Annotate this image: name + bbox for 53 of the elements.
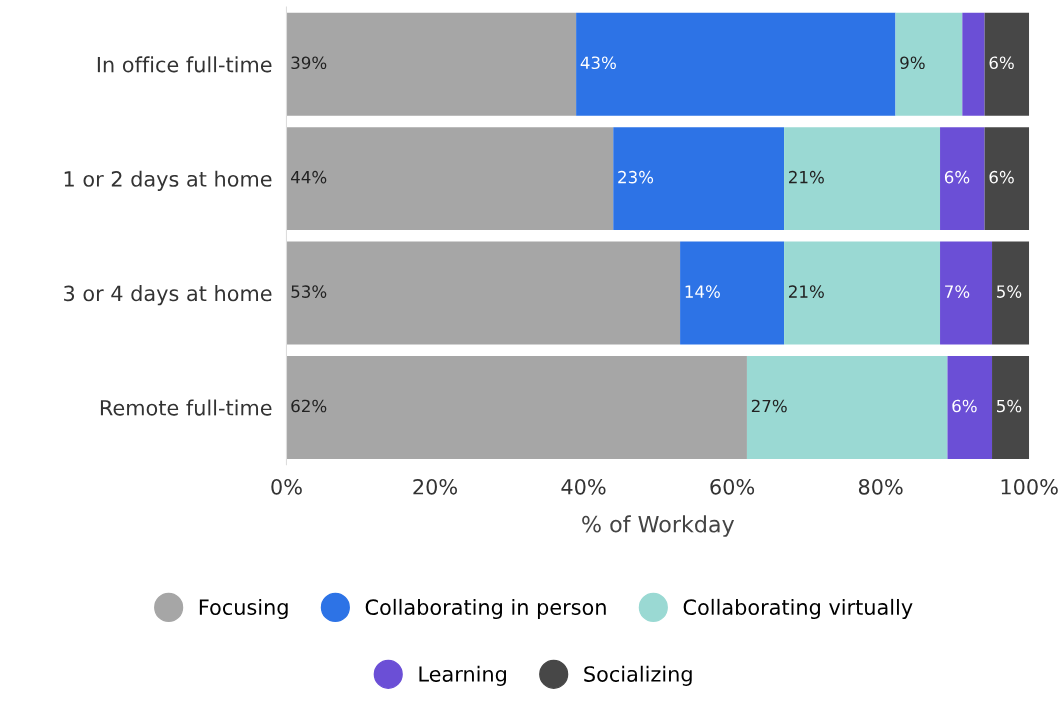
x-axis-title: % of Workday <box>582 515 735 537</box>
x-tick-label: 40% <box>561 478 606 495</box>
bar <box>984 127 1030 231</box>
bar <box>286 127 614 231</box>
legend-label: Focusing <box>199 598 288 620</box>
y-tick-label: Remote full-time <box>100 399 272 416</box>
x-tick-label: 20% <box>413 478 458 495</box>
data-label: 43% <box>580 56 616 70</box>
y-tick-label: In office full-time <box>97 56 272 73</box>
bar <box>576 12 896 116</box>
data-label: 6% <box>952 399 977 413</box>
bar <box>895 12 963 116</box>
data-label: 39% <box>291 56 327 70</box>
x-tick-label: 60% <box>710 478 755 495</box>
data-label: 27% <box>751 399 787 413</box>
y-tick-label: 3 or 4 days at home <box>64 285 272 306</box>
data-label: 44% <box>291 170 327 184</box>
data-label: 62% <box>291 399 327 413</box>
x-tick-label: 80% <box>858 478 903 495</box>
bar <box>784 241 941 345</box>
bar <box>784 127 941 231</box>
legend-label: Socializing <box>584 665 692 686</box>
data-label: 21% <box>789 170 824 184</box>
bar <box>984 12 1030 116</box>
data-label: 6% <box>989 170 1014 184</box>
x-tick-label: 100% <box>1001 478 1058 495</box>
data-label: 23% <box>618 170 654 184</box>
data-label: 6% <box>944 170 970 184</box>
data-label: 14% <box>685 285 720 298</box>
legend-label: Collaborating virtually <box>683 598 913 620</box>
bar <box>680 241 785 345</box>
data-label: 9% <box>900 56 925 70</box>
bar <box>992 241 1030 345</box>
bar <box>940 127 985 231</box>
data-label: 21% <box>789 285 824 298</box>
bar <box>947 355 993 459</box>
data-label: 53% <box>291 285 327 298</box>
x-tick-label: 0% <box>271 478 302 495</box>
bar <box>286 355 747 459</box>
bar <box>613 127 785 231</box>
data-label: 7% <box>945 285 970 298</box>
legend-label: Learning <box>419 665 506 686</box>
data-label: 5% <box>997 285 1022 298</box>
data-label: 6% <box>989 56 1014 70</box>
bar <box>746 355 948 459</box>
bar <box>286 12 577 116</box>
data-label: 5% <box>997 399 1022 413</box>
bar <box>962 12 985 116</box>
legend-label: Collaborating in person <box>365 598 606 620</box>
bar <box>940 241 993 345</box>
bar <box>992 355 1030 459</box>
y-tick-label: 1 or 2 days at home <box>64 170 272 191</box>
bar <box>286 241 681 345</box>
